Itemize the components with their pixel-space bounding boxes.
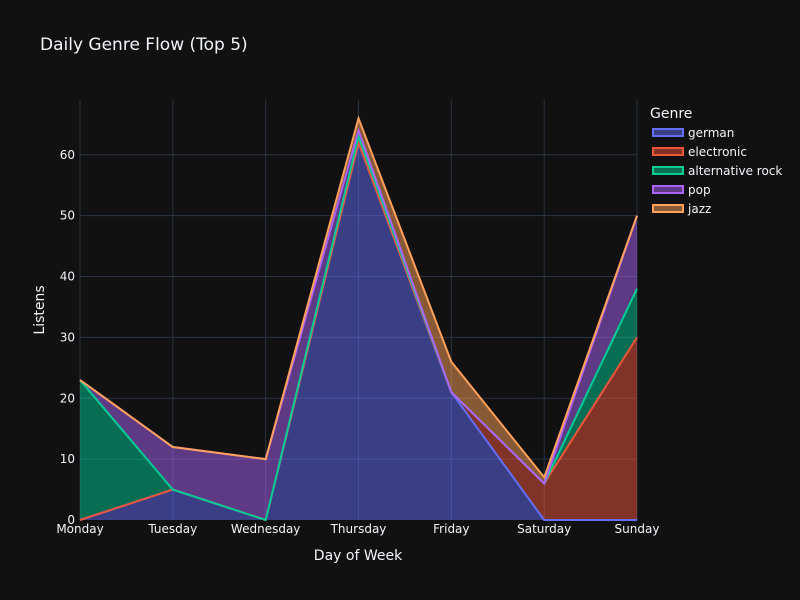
x-tick-label: Friday [433, 522, 469, 536]
legend-swatch [652, 185, 684, 194]
legend-swatch [652, 147, 684, 156]
y-tick-label: 40 [60, 270, 75, 284]
x-tick-label: Sunday [615, 522, 660, 536]
legend-label: pop [688, 183, 711, 197]
legend-item-electronic[interactable]: electronic [652, 145, 747, 159]
area-alternative-rock [80, 136, 637, 520]
legend: Genre german electronic alternative rock po… [650, 106, 782, 216]
x-tick-label: Tuesday [147, 522, 197, 536]
legend-item-jazz[interactable]: jazz [652, 202, 711, 216]
legend-label: german [688, 126, 734, 140]
x-axis-ticks: Monday Tuesday Wednesday Thursday Friday Satu… [56, 522, 659, 536]
y-tick-label: 60 [60, 148, 75, 162]
legend-label: jazz [687, 202, 711, 216]
y-tick-label: 30 [60, 330, 75, 344]
legend-label: electronic [688, 145, 747, 159]
legend-item-alternative-rock[interactable]: alternative rock [652, 164, 782, 178]
legend-swatch [652, 166, 684, 175]
area-german [80, 142, 637, 520]
series-lines [79, 115, 638, 522]
x-tick-label: Monday [56, 522, 103, 536]
y-tick-label: 20 [60, 391, 75, 405]
line-jazz [79, 115, 638, 480]
area-series [80, 118, 637, 520]
x-tick-label: Saturday [517, 522, 571, 536]
legend-swatch [652, 128, 684, 137]
legend-swatch [652, 204, 684, 213]
y-tick-label: 0 [67, 513, 75, 527]
chart-title: Daily Genre Flow (Top 5) [40, 35, 248, 55]
legend-item-pop[interactable]: pop [652, 183, 711, 197]
x-tick-label: Wednesday [231, 522, 300, 536]
area-electronic [80, 142, 637, 520]
y-tick-label: 50 [60, 209, 75, 223]
y-tick-label: 10 [60, 452, 75, 466]
x-axis-title: Day of Week [314, 548, 403, 564]
legend-label: alternative rock [688, 164, 782, 178]
y-axis-title: Listens [32, 285, 48, 334]
legend-title: Genre [650, 106, 692, 122]
x-tick-label: Thursday [330, 522, 387, 536]
y-axis-ticks: 0 10 20 30 40 50 60 [60, 148, 75, 527]
legend-item-german[interactable]: german [652, 126, 734, 140]
